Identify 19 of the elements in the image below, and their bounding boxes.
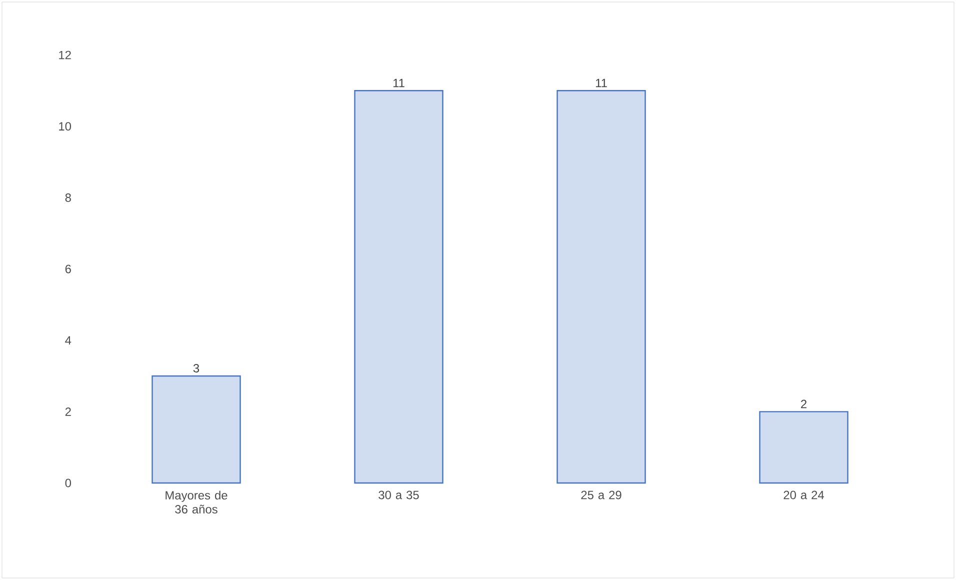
y-tick-label: 4: [65, 336, 72, 344]
bar: [152, 375, 241, 484]
y-tick-label: 8: [65, 193, 71, 202]
x-tick-label: 25 a 29: [581, 490, 622, 500]
x-tick-label: 30 a 35: [378, 490, 419, 500]
data-label: 11: [596, 78, 607, 88]
x-tick-label: 20 a 24: [784, 490, 824, 500]
y-tick-label: 6: [65, 264, 71, 274]
y-tick-label: 12: [59, 50, 71, 60]
bar: [556, 90, 646, 484]
data-label: 2: [801, 400, 806, 408]
y-tick-label: 0: [65, 478, 72, 488]
y-tick-label: 10: [59, 122, 72, 131]
data-label: 3: [193, 364, 200, 372]
bar: [354, 90, 444, 484]
data-label: 11: [393, 78, 404, 88]
x-tick-label: Mayores de 36 años: [166, 490, 228, 514]
y-tick-label: 2: [65, 407, 71, 416]
bar: [759, 411, 848, 484]
